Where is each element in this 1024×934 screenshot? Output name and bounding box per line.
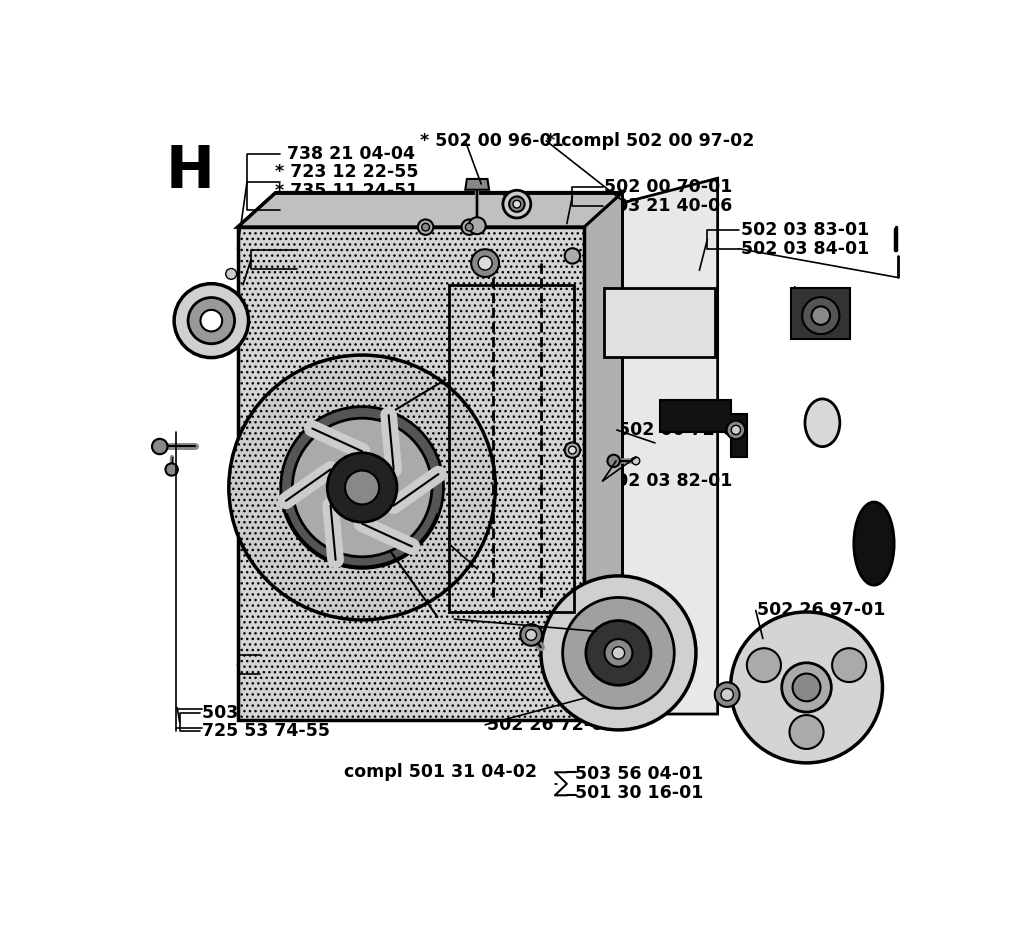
Circle shape <box>471 249 499 277</box>
Text: 502 03 82-01: 502 03 82-01 <box>604 472 732 490</box>
Polygon shape <box>606 178 718 714</box>
Text: * 735 11 24-51: * 735 11 24-51 <box>274 182 418 200</box>
Circle shape <box>520 624 542 645</box>
Text: *: * <box>502 192 510 210</box>
Polygon shape <box>585 192 623 720</box>
Circle shape <box>293 418 432 557</box>
Text: 502 00 70-01: 502 00 70-01 <box>604 177 732 196</box>
Circle shape <box>811 306 830 325</box>
Circle shape <box>586 620 651 686</box>
Circle shape <box>152 439 168 454</box>
Text: 503 21 40-06: 503 21 40-06 <box>604 196 732 215</box>
Text: 503 56 04-01: 503 56 04-01 <box>574 766 703 784</box>
Ellipse shape <box>805 399 840 446</box>
Circle shape <box>781 663 831 712</box>
Circle shape <box>727 420 745 439</box>
Circle shape <box>465 223 473 231</box>
Text: 502 00 12-03: 502 00 12-03 <box>261 646 390 664</box>
Circle shape <box>730 612 883 763</box>
Circle shape <box>790 715 823 749</box>
Text: 728 83 67-05: 728 83 67-05 <box>261 665 389 683</box>
Text: 502 00 72-01: 502 00 72-01 <box>618 421 746 439</box>
Circle shape <box>604 639 633 667</box>
Text: 501 30 16-01: 501 30 16-01 <box>574 785 703 802</box>
Circle shape <box>469 218 485 234</box>
Circle shape <box>166 463 178 475</box>
Circle shape <box>568 446 577 454</box>
Text: 502 26 72-01: 502 26 72-01 <box>486 715 615 734</box>
Circle shape <box>509 196 524 212</box>
Circle shape <box>281 406 443 569</box>
Text: H: H <box>166 143 215 200</box>
Circle shape <box>731 425 740 434</box>
Text: 502 26 75-01: 502 26 75-01 <box>456 610 584 628</box>
Text: 502 03 80-01: 502 03 80-01 <box>287 201 415 219</box>
Text: 503 23 30-02: 503 23 30-02 <box>299 260 427 277</box>
Polygon shape <box>465 179 489 190</box>
Circle shape <box>174 284 249 358</box>
Polygon shape <box>604 289 715 357</box>
Polygon shape <box>238 227 585 720</box>
Circle shape <box>802 297 840 334</box>
Text: * 723 12 22-55: * 723 12 22-55 <box>274 163 419 181</box>
Circle shape <box>541 576 696 729</box>
Polygon shape <box>659 400 748 458</box>
Circle shape <box>562 598 674 708</box>
Circle shape <box>418 219 433 234</box>
Circle shape <box>478 256 493 270</box>
Text: 502 03 83-01: 502 03 83-01 <box>740 221 869 239</box>
Circle shape <box>201 310 222 332</box>
Circle shape <box>328 453 397 522</box>
Circle shape <box>607 455 620 467</box>
Circle shape <box>715 683 739 707</box>
Text: compl 501 31 04-02: compl 501 31 04-02 <box>344 763 537 781</box>
Text: 725 53 74-55: 725 53 74-55 <box>202 722 330 741</box>
Text: 503 23 30-02: 503 23 30-02 <box>202 703 330 722</box>
Circle shape <box>612 646 625 659</box>
Circle shape <box>746 648 781 682</box>
Circle shape <box>462 219 477 234</box>
Circle shape <box>228 355 496 620</box>
Circle shape <box>345 471 379 504</box>
Circle shape <box>833 648 866 682</box>
Text: 502 03 84-01: 502 03 84-01 <box>740 240 869 258</box>
Circle shape <box>793 673 820 701</box>
Circle shape <box>564 443 581 458</box>
Circle shape <box>632 457 640 465</box>
Text: 503 20 40-14: 503 20 40-14 <box>451 534 579 553</box>
Ellipse shape <box>854 502 894 586</box>
Text: *: * <box>790 285 800 303</box>
Text: 725 53 70-01: 725 53 70-01 <box>299 241 427 259</box>
Circle shape <box>513 200 521 208</box>
Circle shape <box>525 630 537 641</box>
Polygon shape <box>791 289 850 339</box>
Circle shape <box>188 298 234 344</box>
Text: * 502 00 96-01: * 502 00 96-01 <box>420 132 564 149</box>
Text: 502 26 97-01: 502 26 97-01 <box>758 601 886 619</box>
Circle shape <box>564 248 581 263</box>
Polygon shape <box>238 192 623 227</box>
Circle shape <box>422 223 429 231</box>
Text: * compl 502 00 97-02: * compl 502 00 97-02 <box>546 132 755 149</box>
Text: 738 21 04-04: 738 21 04-04 <box>287 145 415 163</box>
Circle shape <box>225 268 237 279</box>
Circle shape <box>721 688 733 700</box>
Circle shape <box>503 191 530 218</box>
